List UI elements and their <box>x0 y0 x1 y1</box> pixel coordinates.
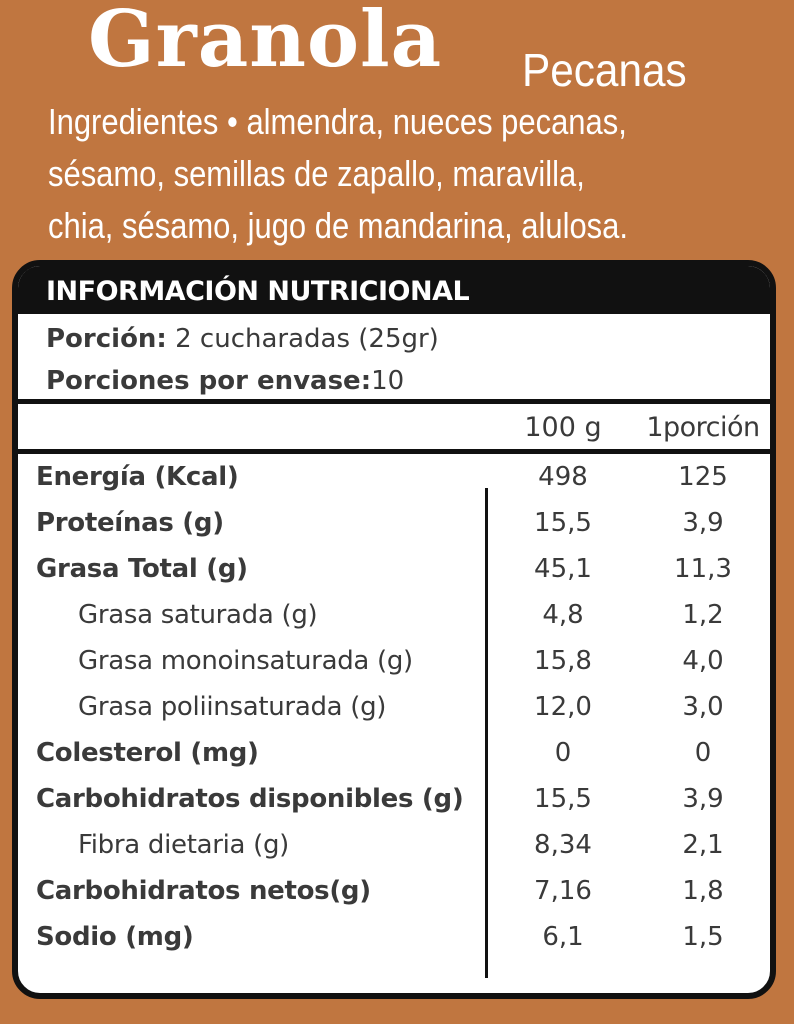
value-100g: 6,1 <box>542 922 584 952</box>
nutrition-panel: INFORMACIÓN NUTRICIONAL Porción: 2 cucha… <box>12 260 776 999</box>
nutrient-name: Grasa poliinsaturada (g) <box>78 692 387 722</box>
table-row: Fibra dietaria (g) 8,34 2,1 <box>18 826 770 872</box>
value-100g: 15,5 <box>534 508 592 538</box>
portion-value: 2 cucharadas (25gr) <box>175 324 439 354</box>
servings-value: 10 <box>371 366 405 396</box>
value-100g: 15,8 <box>534 646 592 676</box>
portion-line: Porción: 2 cucharadas (25gr) <box>46 324 439 354</box>
nutrient-name: Colesterol (mg) <box>36 738 259 768</box>
portion-label: Porción: <box>46 324 167 354</box>
product-header: Granola Pecanas <box>0 0 794 100</box>
value-portion: 1,2 <box>682 600 724 630</box>
table-row: Carbohidratos disponibles (g) 15,5 3,9 <box>18 780 770 826</box>
value-100g: 0 <box>554 738 572 768</box>
table-row: Energía (Kcal) 498 125 <box>18 458 770 504</box>
nutrient-name: Fibra dietaria (g) <box>78 830 290 860</box>
nutrient-name: Carbohidratos netos(g) <box>36 876 371 906</box>
ingredients-line: sésamo, semillas de zapallo, maravilla, <box>48 153 585 194</box>
ingredients-line: Ingredientes • almendra, nueces pecanas, <box>48 101 627 142</box>
value-100g: 12,0 <box>534 692 592 722</box>
value-portion: 3,9 <box>682 508 724 538</box>
ingredients-list: Ingredientes • almendra, nueces pecanas,… <box>48 96 768 252</box>
nutrient-name: Sodio (mg) <box>36 922 194 952</box>
servings-label: Porciones por envase: <box>46 366 372 396</box>
table-row: Colesterol (mg) 0 0 <box>18 734 770 780</box>
table-row: Carbohidratos netos(g) 7,16 1,8 <box>18 872 770 918</box>
table-row: Grasa monoinsaturada (g) 15,8 4,0 <box>18 642 770 688</box>
value-portion: 1,5 <box>682 922 724 952</box>
table-row: Sodio (mg) 6,1 1,5 <box>18 918 770 964</box>
nutrient-name: Grasa Total (g) <box>36 554 248 584</box>
value-100g: 4,8 <box>542 600 584 630</box>
nutrient-name: Energía (Kcal) <box>36 462 239 492</box>
value-100g: 8,34 <box>534 830 592 860</box>
nutrient-name: Carbohidratos disponibles (g) <box>36 784 464 814</box>
ingredients-line: chia, sésamo, jugo de mandarina, alulosa… <box>48 205 628 246</box>
nutrient-name: Grasa monoinsaturada (g) <box>78 646 413 676</box>
value-portion: 4,0 <box>682 646 724 676</box>
value-100g: 7,16 <box>534 876 592 906</box>
value-portion: 11,3 <box>674 554 732 584</box>
nutrition-heading: INFORMACIÓN NUTRICIONAL <box>18 266 770 314</box>
nutrient-name: Grasa saturada (g) <box>78 600 318 630</box>
value-portion: 125 <box>678 462 728 492</box>
value-portion: 3,9 <box>682 784 724 814</box>
value-portion: 0 <box>694 738 712 768</box>
product-variant: Pecanas <box>522 44 687 96</box>
product-title: Granola <box>88 0 443 85</box>
table-row: Grasa poliinsaturada (g) 12,0 3,0 <box>18 688 770 734</box>
value-100g: 15,5 <box>534 784 592 814</box>
value-portion: 3,0 <box>682 692 724 722</box>
column-divider <box>485 488 488 978</box>
column-header-portion: 1porción <box>646 412 760 443</box>
column-headers: 100 g 1porción <box>18 404 770 454</box>
value-100g: 45,1 <box>534 554 592 584</box>
nutrient-name: Proteínas (g) <box>36 508 224 538</box>
value-100g: 498 <box>538 462 588 492</box>
column-header-100g: 100 g <box>524 412 602 443</box>
table-row: Grasa saturada (g) 4,8 1,2 <box>18 596 770 642</box>
portion-info: Porción: 2 cucharadas (25gr) Porciones p… <box>18 314 770 404</box>
servings-line: Porciones por envase:10 <box>46 366 404 396</box>
table-row: Grasa Total (g) 45,1 11,3 <box>18 550 770 596</box>
table-row: Proteínas (g) 15,5 3,9 <box>18 504 770 550</box>
value-portion: 1,8 <box>682 876 724 906</box>
value-portion: 2,1 <box>682 830 724 860</box>
